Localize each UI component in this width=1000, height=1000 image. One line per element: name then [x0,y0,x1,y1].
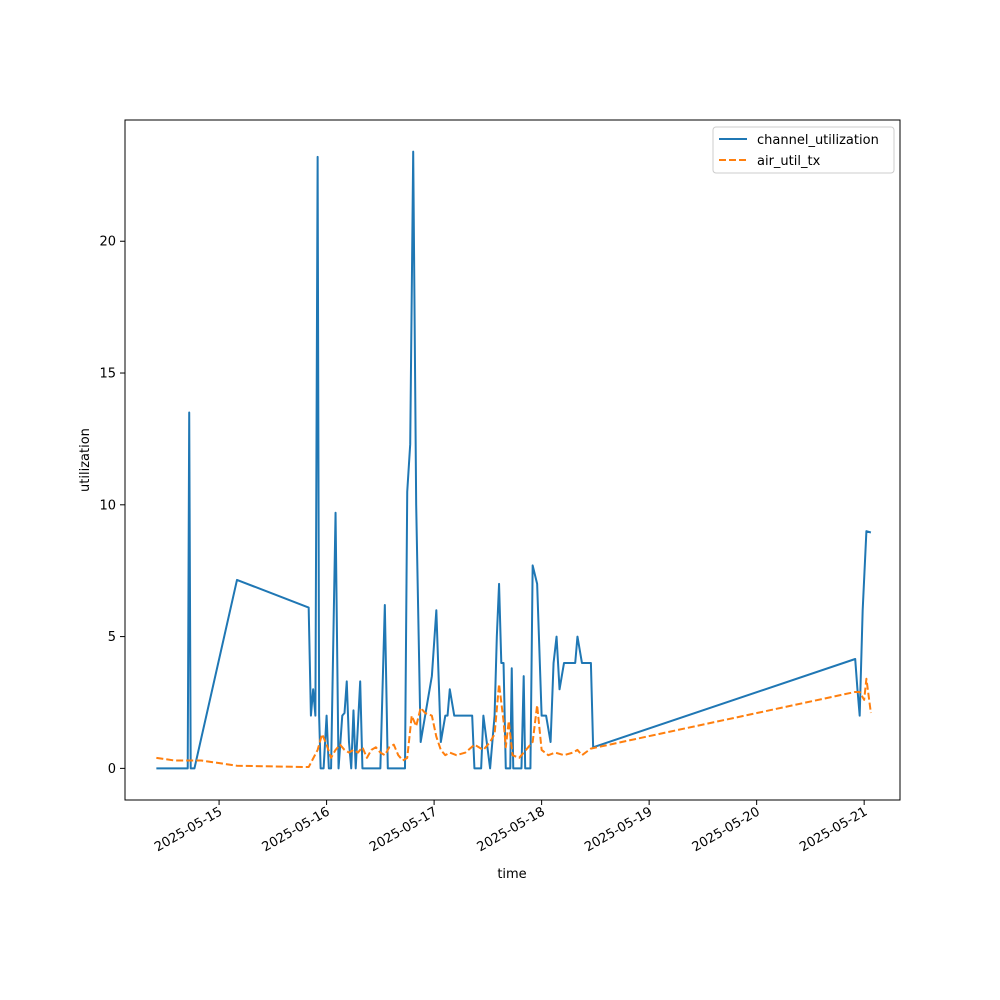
legend: channel_utilization air_util_tx [712,126,895,174]
legend-box [712,126,895,174]
y-axis-ticks: 0 5 10 15 20 [99,235,125,777]
y-tick-label: 5 [108,630,116,645]
y-axis-label: utilization [78,428,93,492]
legend-label-air-util-tx: air_util_tx [757,154,821,169]
y-tick-label: 10 [99,498,116,513]
series-line-air-util-tx [156,677,872,769]
plot-frame [124,119,901,801]
x-axis-label: time [497,867,526,882]
legend-label-channel-utilization: channel_utilization [757,133,879,148]
y-tick-label: 20 [99,235,116,250]
series-layer [156,150,872,770]
y-tick-label: 0 [108,762,116,777]
series-line-channel-utilization [156,150,872,770]
y-tick-label: 15 [99,367,116,382]
